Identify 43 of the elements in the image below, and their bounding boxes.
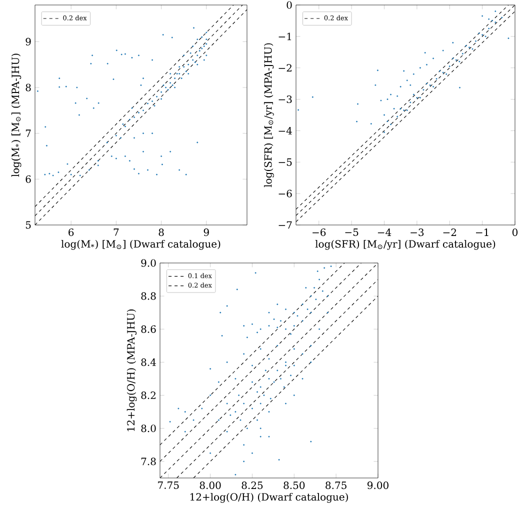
y-tick-label: 8.6: [141, 325, 156, 333]
y-tick-label: 0: [286, 1, 292, 9]
x-tick-label: −5: [345, 228, 358, 236]
x-tick-label: 7: [114, 228, 119, 236]
y-tick-label: 8.2: [141, 392, 156, 400]
y-axis-title: log(SFR) [M$_{⊙}$/yr] (MPA-JHU): [264, 43, 274, 188]
y-tick-label: −5: [278, 158, 292, 166]
x-tick-label: 0: [512, 228, 518, 236]
x-tick-label: 8.00: [200, 482, 221, 490]
x-tick-label: 9.00: [367, 482, 388, 490]
y-tick-label: 7.8: [141, 458, 156, 466]
x-tick-label: 8.50: [284, 482, 305, 490]
y-tick-label: −2: [278, 64, 292, 72]
x-tick-label: 8.75: [326, 482, 346, 490]
x-tick-label: 7.75: [158, 482, 179, 489]
x-axis-title: log(SFR) [M$_{⊙}$/yr] (Dwarf catalogue): [315, 240, 496, 250]
x-tick-label: −1: [476, 228, 488, 236]
y-tick-label: 8.4: [141, 358, 156, 366]
y-tick-label: 8: [26, 84, 31, 92]
y-tick-label: −1: [278, 32, 292, 40]
x-tick-label: 8.25: [242, 482, 263, 490]
x-tick-label: −4: [378, 228, 392, 236]
y-tick-label: 8.8: [141, 292, 156, 300]
x-tick-label: 9: [204, 228, 209, 236]
y-tick-label: −4: [278, 126, 292, 134]
x-tick-label: −6: [312, 228, 326, 236]
y-tick-label: −3: [278, 95, 292, 104]
y-tick-label: 7: [26, 130, 31, 137]
y-axis-title: 12+log(O/H) (MPA-JHU): [126, 309, 137, 432]
x-axis-title: 12+log(O/H) (Dwarf catalogue): [190, 492, 348, 503]
y-tick-label: 9.0: [141, 259, 156, 267]
x-tick-label: 6: [68, 228, 74, 236]
y-tick-label: −7: [278, 221, 292, 229]
x-tick-label: −2: [443, 228, 456, 236]
x-axis-title: log(M$_{*}$) [M$_{⊙}$] (Dwarf catalogue): [61, 240, 220, 250]
x-tick-label: −3: [410, 228, 424, 236]
y-tick-label: 9: [26, 38, 31, 46]
y-axis-title: log(M$_{*}$) [M$_{⊙}$] (MPA-JHU): [11, 54, 22, 177]
y-tick-label: 6: [26, 175, 31, 183]
x-tick-label: 8: [158, 228, 164, 236]
y-tick-label: 5: [26, 221, 31, 229]
y-tick-label: 8.0: [141, 424, 156, 432]
y-tick-label: −6: [278, 190, 292, 198]
